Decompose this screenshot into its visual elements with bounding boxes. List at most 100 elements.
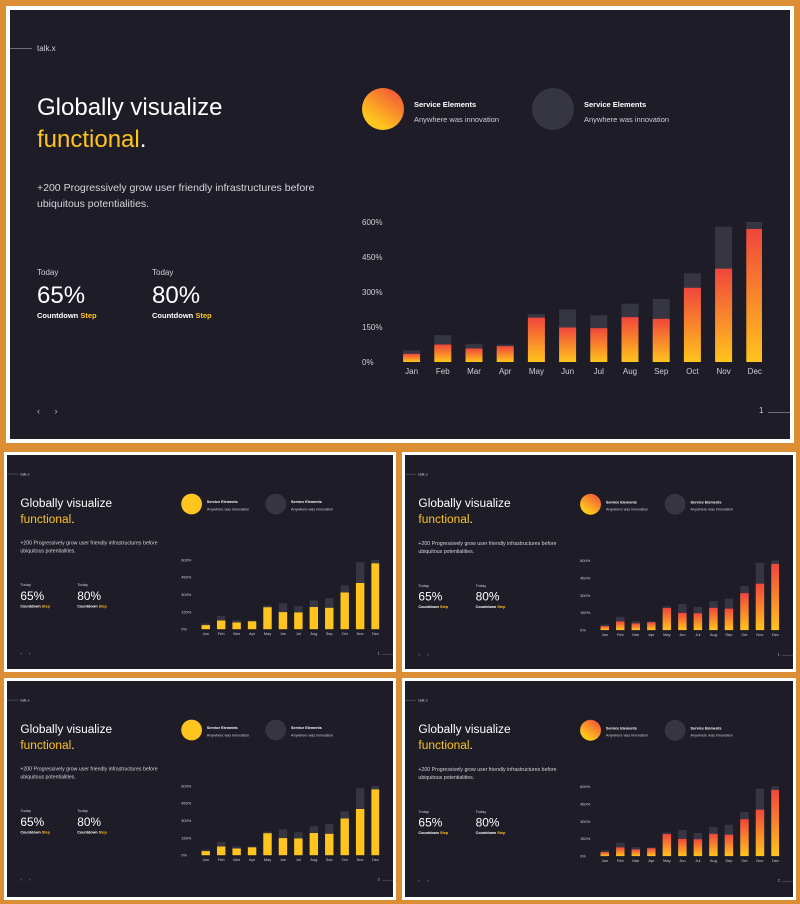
stat-value: 80%	[77, 589, 102, 603]
title-line-1: Globally visualize	[418, 496, 511, 511]
stat-value: 65%	[418, 816, 443, 830]
x-tick-label: May	[663, 632, 671, 637]
bar-front	[340, 818, 349, 856]
slide-title: Globally visualize functional.	[20, 722, 112, 754]
page-number: 1	[377, 650, 380, 656]
thumbnail-slide[interactable]: talk.x Globally visualize functional. +2…	[7, 681, 393, 897]
stat-sub-text: Countdown	[77, 603, 98, 609]
x-tick-label: Nov	[756, 632, 763, 637]
stat-sub-text: Countdown	[20, 603, 41, 609]
x-tick-label: Oct	[741, 632, 748, 637]
y-tick-label: 450%	[181, 575, 192, 580]
bar-front	[662, 834, 672, 857]
legend-circle-dark	[265, 719, 287, 741]
stat-sub-accent: Step	[98, 829, 107, 835]
bar-chart: 0% 150% 300% 450% 600% Jan Feb Mar Apr May Jun Jul A…	[181, 783, 380, 862]
x-tick-label: Aug	[623, 367, 637, 376]
title-line-1: Globally visualize	[418, 722, 511, 737]
slide-nav-arrows[interactable]: ‹ ›	[20, 876, 34, 882]
legend-subtitle: Anywhere was innovation	[690, 507, 733, 512]
main-slide: talk.x Globally visualize functional. +2…	[10, 10, 790, 439]
stat-label: Today	[475, 583, 487, 588]
stat-value: 65%	[20, 815, 45, 829]
y-tick-label: 0%	[580, 854, 586, 859]
x-tick-label: Jan	[602, 632, 608, 637]
legend-subtitle: Anywhere was innovation	[414, 115, 500, 124]
y-tick-label: 450%	[580, 801, 591, 806]
slide-nav-arrows[interactable]: ‹ ›	[418, 651, 432, 657]
bar-front	[527, 317, 545, 362]
slide-title: Globally visualize functional.	[20, 496, 112, 528]
bar-chart: 0% 150% 300% 450% 600% Jan Feb Mar Apr May Jun Jul A…	[580, 558, 780, 637]
x-tick-label: Aug	[310, 857, 317, 862]
title-line-1: Globally visualize	[37, 94, 223, 121]
bar-front	[278, 838, 288, 856]
x-tick-label: Mar	[632, 632, 640, 637]
legend-circle-dark	[664, 493, 686, 515]
title-accent: functional	[37, 126, 140, 153]
stat-sub-accent: Step	[439, 604, 449, 610]
stat-block: Today 65% Countdown Step	[20, 583, 49, 609]
slide-nav-arrows[interactable]: ‹ ›	[418, 877, 432, 883]
y-tick-label: 600%	[181, 783, 192, 788]
x-tick-label: Aug	[710, 632, 717, 637]
legend-subtitle: Anywhere was innovation	[206, 732, 250, 738]
title-end: .	[71, 738, 75, 752]
bar-front	[247, 621, 257, 630]
thumbnail-slide[interactable]: talk.x Globally visualize functional. +2…	[405, 681, 793, 897]
x-tick-label: Sep	[725, 858, 733, 863]
bar-front	[647, 848, 656, 857]
brand-name: talk.x	[20, 697, 30, 703]
x-tick-label: Apr	[499, 367, 512, 376]
stat-sub-text: Countdown	[37, 311, 79, 320]
stat-value: 65%	[20, 589, 45, 603]
x-tick-label: May	[529, 367, 544, 376]
title-line-1: Globally visualize	[20, 496, 113, 510]
y-tick-label: 150%	[181, 835, 192, 840]
x-tick-label: Mar	[233, 631, 240, 636]
bar-chart: 0% 150% 300% 450% 600% Jan Feb Mar Apr May Jun Jul A…	[362, 218, 762, 376]
stat-sub: Countdown Step	[20, 604, 49, 608]
thumbnail-slide[interactable]: talk.x Globally visualize functional. +2…	[7, 455, 393, 669]
y-tick-label: 150%	[580, 610, 591, 615]
brand-line	[10, 48, 32, 49]
x-tick-label: May	[264, 631, 271, 636]
bar-front	[678, 612, 687, 631]
y-tick-label: 0%	[362, 358, 374, 367]
x-tick-label: Aug	[310, 631, 317, 636]
x-tick-label: Jan	[405, 367, 418, 376]
bar-chart: 0% 150% 300% 450% 600% Jan Feb Mar Apr May Jun Jul A…	[580, 784, 780, 863]
bar-front	[371, 789, 380, 856]
stat-sub: Countdown Step	[37, 311, 97, 320]
bar-front	[755, 809, 765, 857]
x-tick-label: Jun	[679, 632, 685, 637]
x-tick-label: Sep	[326, 631, 334, 636]
x-tick-label: Jun	[561, 367, 574, 376]
x-tick-label: Feb	[436, 367, 450, 376]
stat-value: 80%	[152, 282, 201, 309]
bar-front	[715, 268, 733, 362]
stat-sub: Countdown Step	[476, 831, 506, 835]
stat-label: Today	[77, 808, 88, 814]
slide-nav-arrows[interactable]: ‹ ›	[37, 406, 64, 416]
y-tick-label: 150%	[181, 609, 192, 614]
x-tick-label: May	[264, 857, 271, 862]
thumbnail-slide[interactable]: talk.x Globally visualize functional. +2…	[405, 455, 793, 669]
stat-sub-text: Countdown	[475, 830, 497, 836]
x-tick-label: Nov	[357, 631, 364, 636]
bar-front	[201, 851, 210, 856]
bar-front	[740, 593, 749, 631]
x-tick-label: Aug	[710, 858, 717, 863]
y-tick-label: 0%	[580, 628, 586, 633]
bar-front	[600, 626, 609, 631]
x-tick-label: Jan	[203, 857, 209, 862]
slide-nav-arrows[interactable]: ‹ ›	[20, 650, 34, 656]
stat-sub-text: Countdown	[20, 829, 41, 835]
slide-description: +200 Progressively grow user friendly in…	[20, 766, 158, 780]
y-tick-label: 300%	[181, 818, 192, 823]
bar-front	[724, 834, 734, 857]
bar-front	[232, 848, 241, 856]
stat-block: Today 65% Countdown Step	[37, 268, 97, 320]
brand-name: talk.x	[418, 697, 428, 703]
legend-title: Service Elements	[605, 725, 637, 731]
